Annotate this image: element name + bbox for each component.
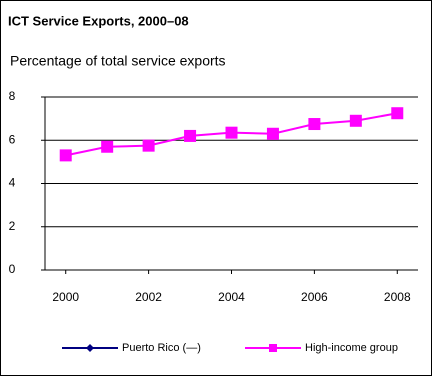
marker <box>142 139 155 152</box>
x-tick-label: 2006 <box>301 290 328 304</box>
marker <box>349 114 362 127</box>
marker <box>59 149 72 162</box>
legend-label: High-income group <box>305 342 398 354</box>
x-tick-label: 2002 <box>135 290 162 304</box>
chart-title: ICT Service Exports, 2000–08 <box>8 13 189 28</box>
marker <box>184 129 197 142</box>
y-tick-label: 4 <box>9 176 16 190</box>
x-tick-label: 2004 <box>218 290 245 304</box>
y-tick-label: 2 <box>9 219 16 233</box>
chart-subtitle: Percentage of total service exports <box>10 53 226 69</box>
marker <box>266 127 279 140</box>
y-tick-label: 0 <box>9 262 16 276</box>
legend-label: Puerto Rico (—) <box>122 342 201 354</box>
marker <box>101 140 114 153</box>
marker <box>225 126 238 139</box>
marker <box>391 107 404 120</box>
x-tick-label: 2000 <box>52 290 79 304</box>
legend-marker <box>86 344 94 352</box>
marker <box>308 118 321 131</box>
x-tick-label: 2008 <box>384 290 411 304</box>
y-tick-label: 6 <box>9 132 16 146</box>
legend-marker <box>269 344 277 352</box>
y-tick-label: 8 <box>9 89 16 103</box>
